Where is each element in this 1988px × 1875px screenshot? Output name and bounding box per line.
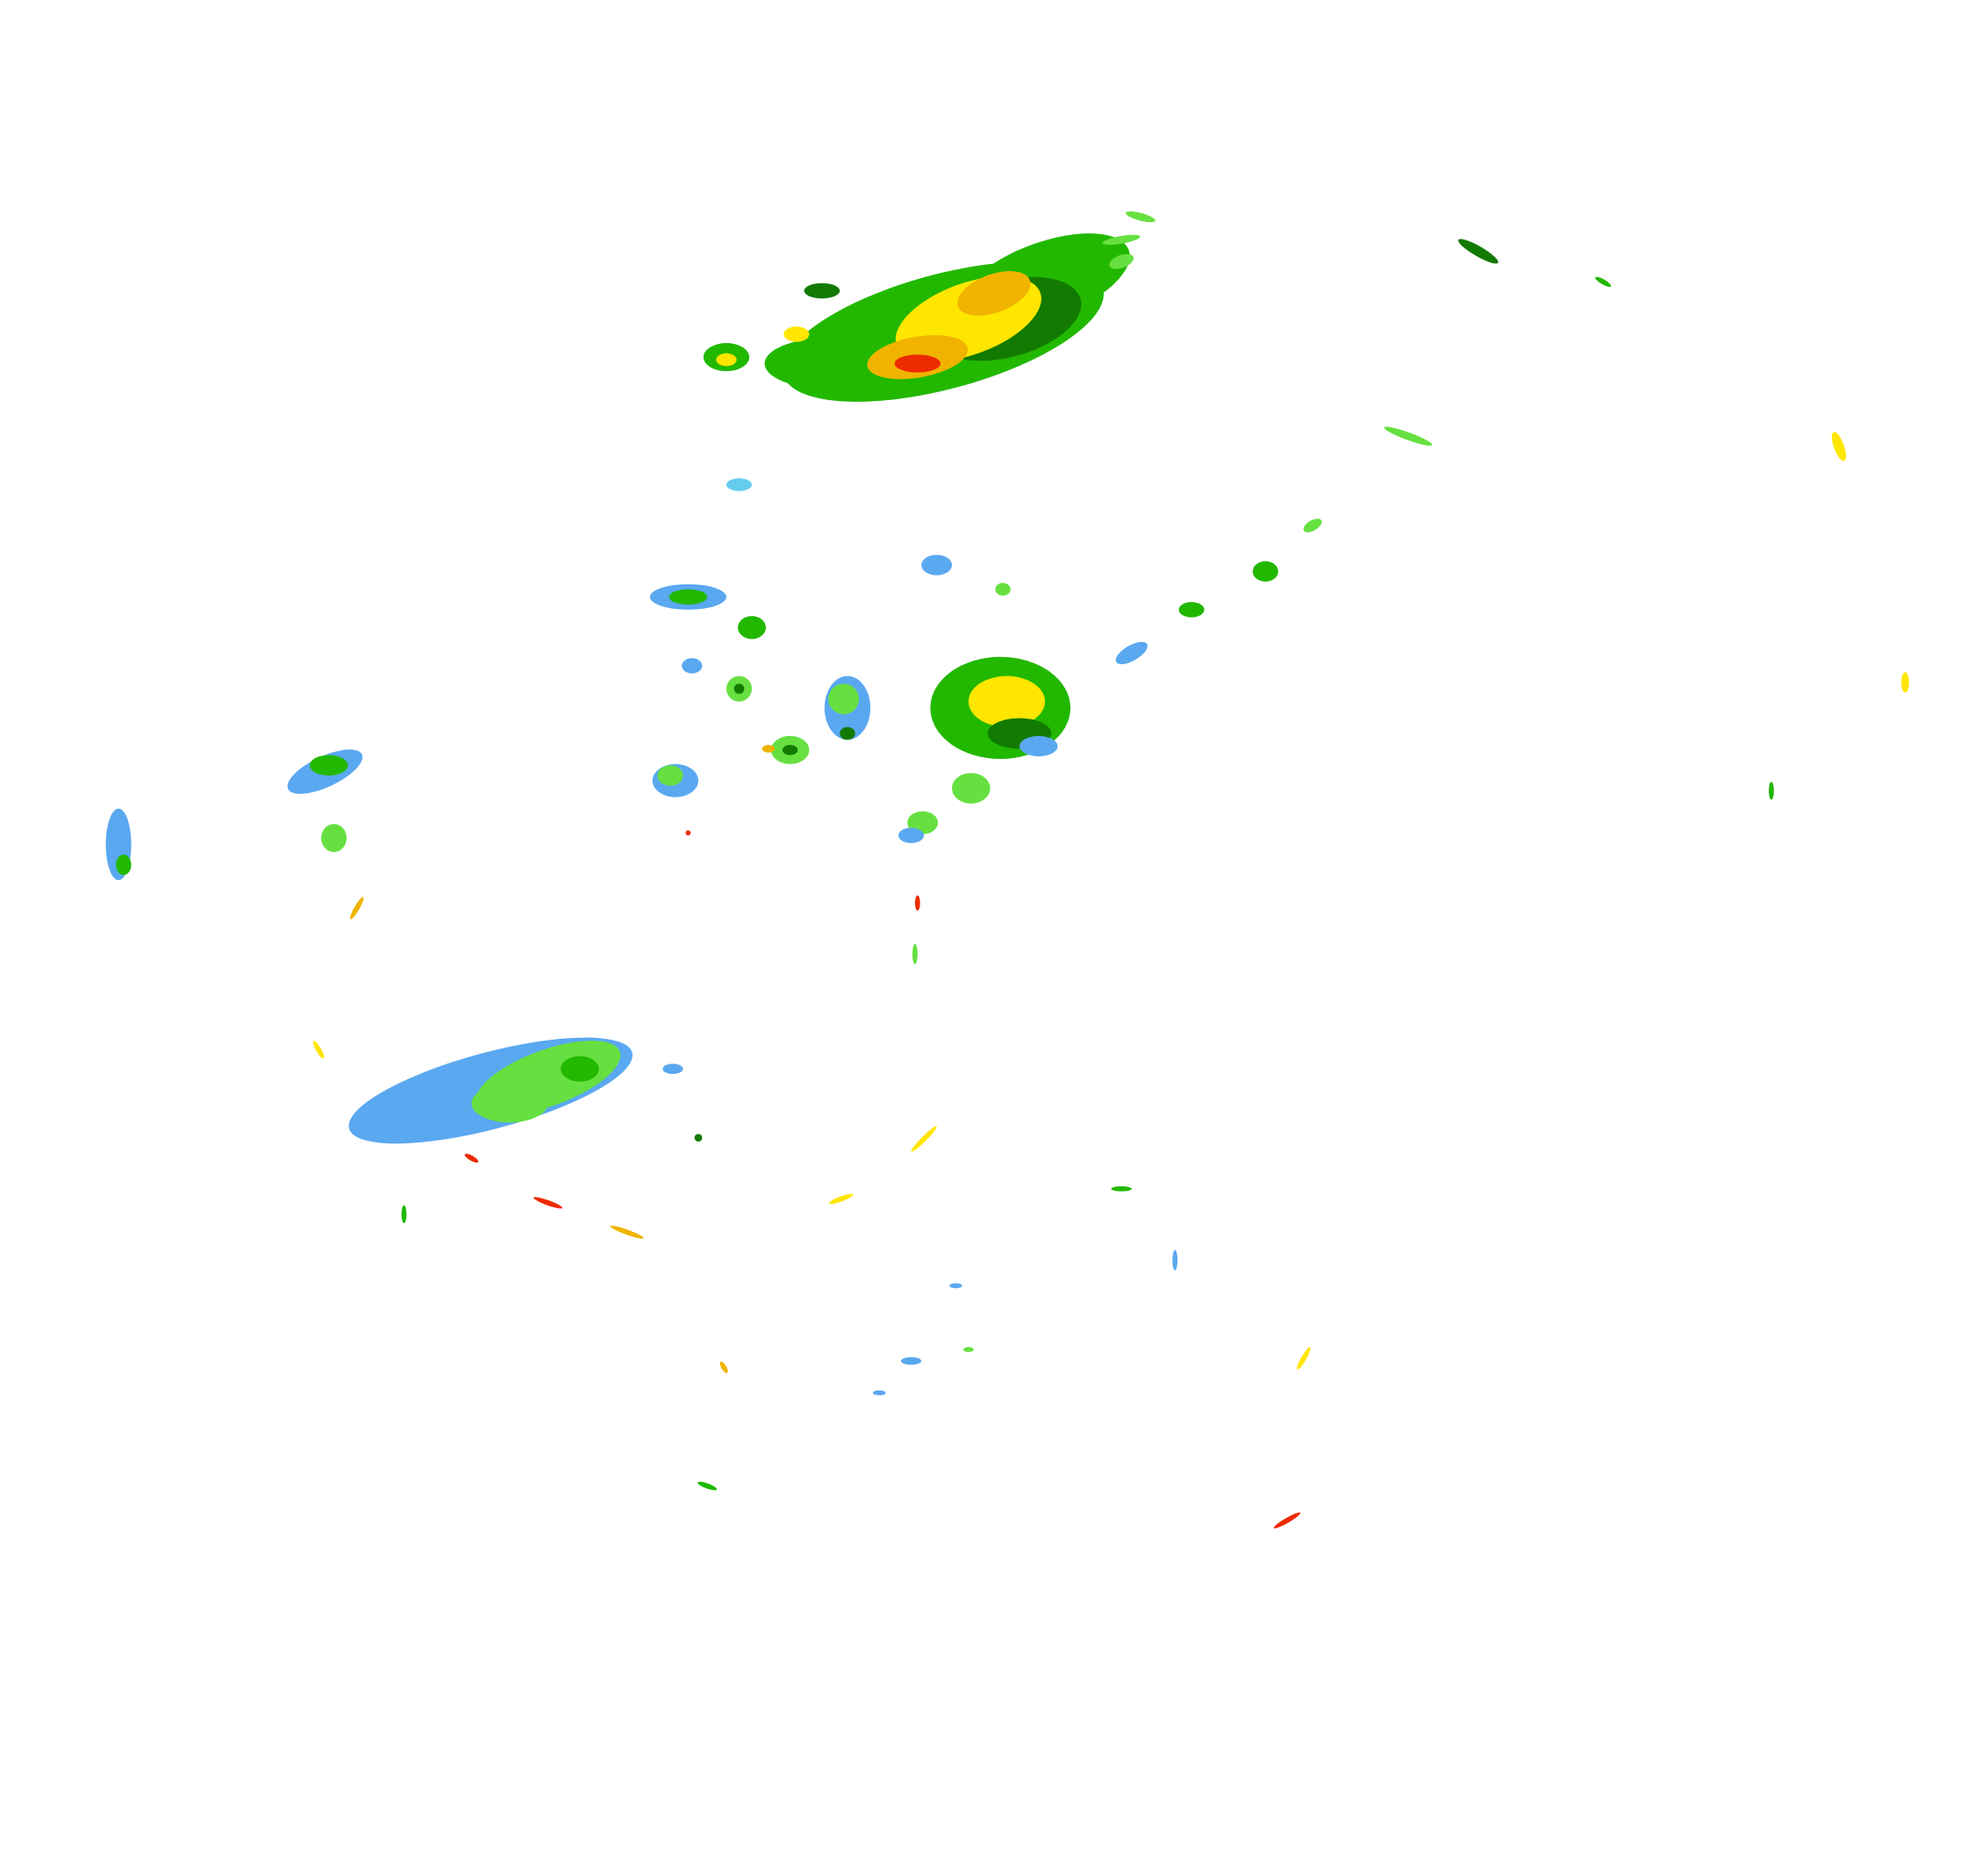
echo-cell — [764, 338, 892, 390]
echo-cell — [911, 1126, 937, 1152]
echo-cell — [657, 765, 683, 786]
echo-cell — [804, 283, 840, 299]
echo-cell — [829, 1193, 854, 1205]
echo-cell — [726, 478, 753, 491]
echo-cell — [1458, 239, 1498, 264]
echo-cell — [1126, 211, 1155, 223]
echo-cell — [471, 1084, 548, 1123]
echo-cell — [610, 1225, 644, 1239]
echo-cell — [762, 744, 776, 753]
echo-cell — [1172, 1249, 1178, 1270]
echo-cell — [1769, 782, 1774, 800]
echo-cell — [1297, 1347, 1311, 1370]
echo-cell — [873, 1390, 886, 1396]
echo-cell — [309, 755, 348, 776]
echo-cell — [1901, 672, 1909, 693]
echo-cell — [894, 354, 940, 373]
echo-cell — [782, 744, 798, 755]
echo-cell — [995, 583, 1011, 596]
echo-cell — [662, 1063, 683, 1075]
echo-cell — [914, 895, 920, 911]
echo-cell — [697, 1481, 718, 1491]
echo-cell — [1178, 602, 1205, 618]
echo-cell — [401, 1205, 407, 1224]
echo-cell — [389, 1100, 453, 1132]
echo-cell — [949, 1283, 962, 1289]
echo-cell — [738, 616, 766, 640]
echo-cell — [900, 1356, 922, 1365]
echo-cell — [840, 726, 855, 741]
echo-cell — [1252, 561, 1278, 582]
echo-cell — [1831, 432, 1847, 462]
echo-cell — [533, 1197, 563, 1209]
echo-cell — [1109, 254, 1134, 269]
echo-cell — [952, 772, 990, 804]
echo-cell — [733, 683, 745, 694]
echo-cell — [1019, 735, 1058, 757]
echo-cell — [828, 683, 860, 715]
echo-cell — [1303, 519, 1322, 533]
echo-cell — [968, 676, 1046, 727]
echo-cell — [1273, 1512, 1301, 1528]
echo-cell — [561, 1056, 599, 1082]
echo-cell — [1102, 234, 1141, 246]
echo-cell — [694, 1134, 703, 1142]
precipitation-echoes — [105, 211, 1909, 1528]
echo-cell — [1115, 641, 1148, 664]
echo-cell — [464, 1153, 479, 1163]
echo-cell — [912, 943, 918, 965]
echo-cell — [719, 1361, 728, 1373]
echo-cell — [921, 555, 953, 576]
echo-cell — [963, 1347, 974, 1352]
echo-cell — [350, 897, 364, 920]
echo-cell — [116, 855, 132, 876]
echo-cell — [321, 824, 347, 853]
echo-cell — [898, 827, 925, 843]
echo-cell — [957, 271, 1031, 316]
echo-cell — [1111, 1185, 1132, 1192]
echo-cell — [669, 589, 708, 605]
echo-cell — [685, 830, 691, 836]
echo-cell — [1595, 276, 1612, 287]
echo-cell — [716, 353, 737, 367]
echo-cell — [312, 1041, 325, 1059]
echo-cell — [1384, 426, 1433, 446]
echo-cell — [682, 658, 703, 674]
echo-cell — [783, 326, 810, 342]
